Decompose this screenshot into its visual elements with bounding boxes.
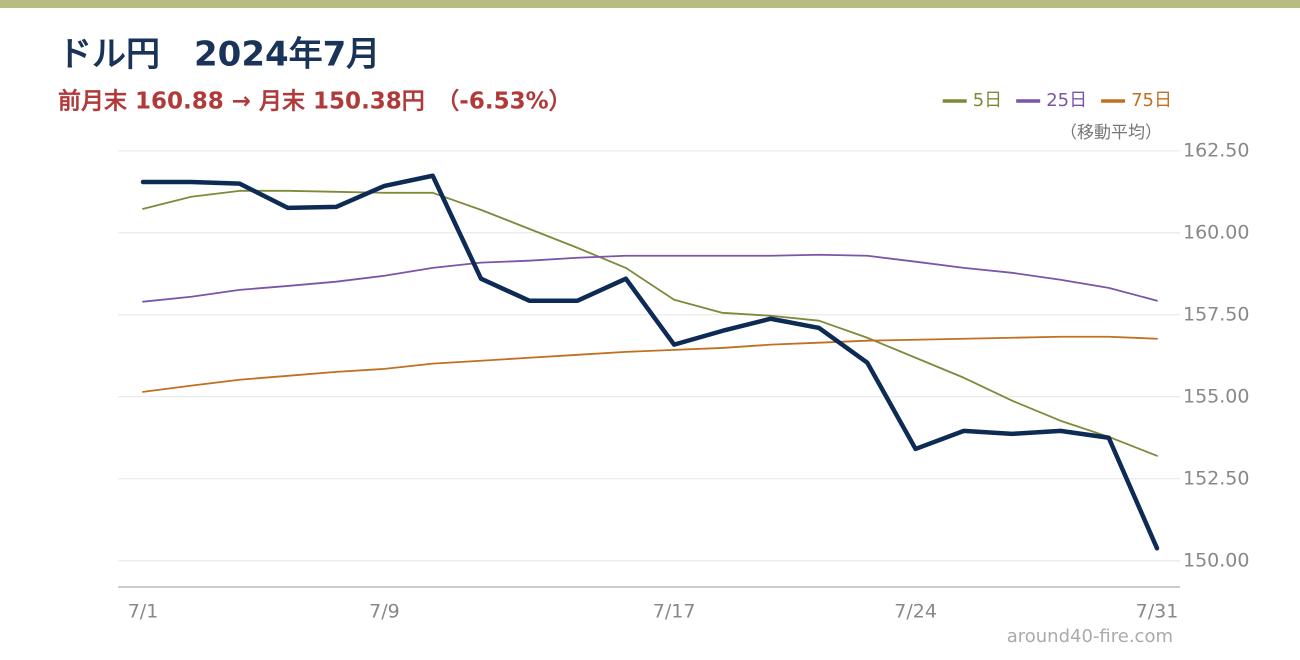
chart-subtitle: 前月末 160.88 → 月末 150.38円 （-6.53%） <box>58 88 572 115</box>
line-series <box>142 335 1158 393</box>
y-tick-label: 152.50 <box>1183 467 1249 489</box>
legend-note: （移動平均） <box>1060 123 1162 143</box>
x-tick-label: 7/17 <box>653 601 696 623</box>
y-tick-label: 155.00 <box>1183 385 1249 407</box>
x-tick-label: 7/31 <box>1136 601 1179 623</box>
line-series <box>142 253 1158 303</box>
line-series <box>140 173 1160 551</box>
y-tick-label: 157.50 <box>1183 303 1249 325</box>
chart-title: ドル円 2024年7月 <box>58 35 380 75</box>
source: around40-fire.com <box>1007 626 1173 647</box>
x-tick-label: 7/9 <box>369 601 400 623</box>
legend-label: 5日 <box>973 90 1002 111</box>
line-series <box>142 189 1158 457</box>
y-tick-label: 160.00 <box>1183 221 1249 243</box>
legend-label: 25日 <box>1046 90 1087 111</box>
x-tick-label: 7/1 <box>128 601 159 623</box>
y-tick-label: 150.00 <box>1183 549 1249 571</box>
x-tick-label: 7/24 <box>894 601 937 623</box>
top-bar <box>0 0 1300 8</box>
legend-label: 75日 <box>1131 90 1172 111</box>
y-tick-label: 162.50 <box>1183 139 1249 161</box>
